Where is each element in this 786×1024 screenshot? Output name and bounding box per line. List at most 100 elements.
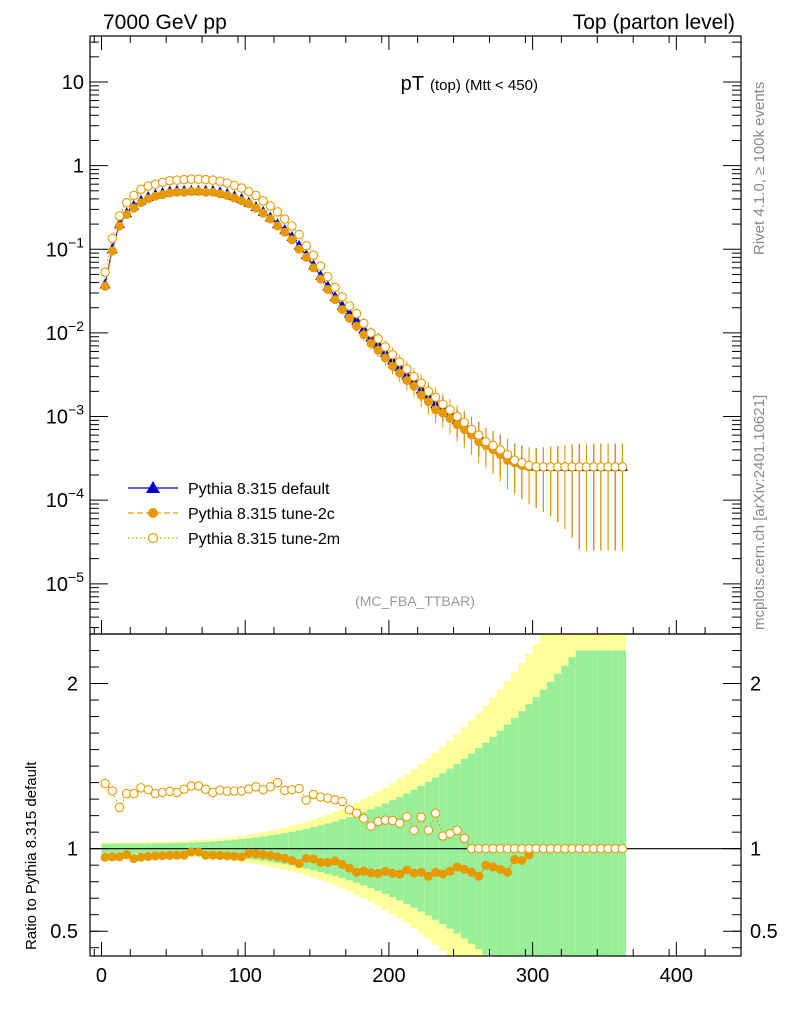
x-tick-label: 0	[96, 965, 107, 987]
data-point-tune-2c	[416, 390, 426, 400]
ratio-point-tune-2c	[337, 859, 347, 869]
data-point-tune-2m	[107, 233, 118, 244]
ratio-point-tune-2c	[445, 866, 455, 876]
ratio-point-tune-2c	[150, 851, 160, 861]
data-point-tune-2c	[194, 187, 203, 197]
ratio-point-tune-2m	[337, 796, 347, 807]
ratio-point-tune-2c	[179, 850, 189, 860]
legend-marker-default	[146, 481, 160, 493]
side-label-top: Rivet 4.1.0, ≥ 100k events	[751, 82, 768, 255]
ratio-point-tune-2m	[366, 821, 376, 831]
ratio-band-inner	[554, 673, 562, 956]
data-point-tune-2m	[308, 250, 319, 260]
data-point-tune-2c	[215, 189, 225, 199]
ratio-panel-frame	[89, 633, 742, 957]
data-point-tune-2m	[466, 424, 477, 435]
legend-label-tune-2m: Pythia 8.315 tune-2m	[188, 531, 340, 548]
ratio-band-inner	[518, 711, 526, 956]
data-point-tune-2m	[445, 405, 455, 415]
ratio-point-tune-2c	[380, 866, 390, 876]
ratio-point-tune-2c	[395, 869, 405, 879]
ratio-band-inner	[575, 650, 583, 956]
ratio-point-tune-2c	[122, 850, 132, 860]
data-point-tune-2c	[265, 214, 275, 224]
ratio-y-tick-label-left: 1	[67, 839, 78, 861]
data-point-tune-2c	[251, 203, 261, 213]
ratio-point-tune-2m	[452, 825, 462, 836]
ratio-y-tick-label-right: 0.5	[750, 921, 778, 943]
ratio-band-inner	[503, 724, 512, 956]
data-point-tune-2c	[280, 227, 290, 237]
data-point-tune-2m	[129, 190, 139, 201]
ratio-point-tune-2m	[459, 833, 470, 844]
main-y-tick-label: 10−4	[46, 485, 84, 512]
data-point-tune-2c	[237, 196, 247, 206]
ratio-point-tune-2c	[129, 854, 139, 864]
ratio-point-tune-2c	[258, 850, 268, 860]
data-point-tune-2c	[330, 295, 340, 305]
data-point-tune-2c	[165, 188, 175, 198]
data-point-tune-2c	[244, 199, 254, 209]
header-left: 7000 GeV pp	[103, 11, 227, 34]
x-tick-label: 400	[660, 965, 693, 987]
legend-entry-tune-2c: Pythia 8.315 tune-2c	[128, 506, 335, 523]
ratio-point-tune-2c	[294, 859, 304, 869]
ratio-point-tune-2m	[265, 781, 276, 792]
data-point-tune-2c	[201, 187, 211, 197]
ratio-point-tune-2c	[459, 864, 469, 874]
data-point-tune-2c	[344, 313, 354, 323]
ratio-point-tune-2c	[344, 863, 354, 873]
ratio-point-tune-2c	[438, 869, 448, 879]
data-point-tune-2c	[100, 281, 110, 291]
ratio-point-tune-2m	[143, 784, 153, 795]
plot-layer	[90, 174, 741, 956]
ratio-point-tune-2m	[359, 813, 369, 824]
tick-marks	[90, 36, 742, 956]
ratio-point-tune-2c	[416, 867, 426, 877]
header-right: Top (parton level)	[573, 11, 735, 34]
ratio-point-tune-2m	[409, 825, 419, 836]
data-point-tune-2c	[136, 198, 146, 208]
data-point-tune-2m	[359, 318, 369, 329]
data-point-tune-2m	[473, 430, 484, 440]
data-point-tune-2m	[430, 392, 441, 403]
ratio-point-tune-2c	[273, 852, 283, 862]
main-y-tick-label: 10−1	[46, 234, 84, 261]
data-point-tune-2m	[423, 386, 434, 397]
data-point-tune-2c	[352, 321, 362, 331]
ratio-band-inner	[618, 650, 627, 956]
ratio-point-tune-2m	[351, 808, 362, 819]
data-point-tune-2m	[251, 190, 261, 201]
ratio-band-inner	[525, 704, 533, 956]
data-point-tune-2c	[273, 221, 283, 231]
legend-marker-tune-2c	[148, 508, 158, 518]
ratio-point-tune-2c	[510, 855, 520, 865]
ratio-point-tune-2c	[215, 851, 225, 861]
ratio-point-tune-2c	[244, 848, 254, 858]
data-point-tune-2m	[294, 229, 304, 240]
data-point-tune-2m	[337, 292, 347, 302]
data-point-tune-2c	[122, 210, 132, 220]
data-point-tune-2m	[287, 221, 297, 231]
data-point-tune-2c	[337, 305, 347, 315]
ratio-band-inner	[590, 650, 598, 956]
data-point-tune-2m	[394, 357, 405, 367]
data-point-tune-2m	[344, 301, 355, 311]
data-point-tune-2c	[172, 187, 182, 197]
data-point-tune-2c	[402, 375, 412, 385]
ratio-point-tune-2c	[143, 852, 153, 862]
ratio-point-tune-2c	[265, 851, 275, 861]
ratio-point-tune-2c	[330, 856, 340, 866]
data-point-tune-2c	[366, 338, 376, 348]
ratio-point-tune-2c	[352, 867, 362, 877]
data-point-tune-2m	[121, 197, 132, 208]
ratio-band-inner	[496, 730, 504, 956]
ratio-point-tune-2c	[488, 862, 498, 872]
ratio-point-tune-2m	[129, 788, 139, 799]
ratio-band-inner	[511, 717, 519, 956]
data-point-tune-2c	[114, 221, 124, 231]
data-point-tune-2c	[287, 235, 297, 245]
ratio-band-inner	[582, 650, 591, 956]
side-label-bottom: mcplots.cern.ch [arXiv:2401.10621]	[751, 395, 768, 630]
